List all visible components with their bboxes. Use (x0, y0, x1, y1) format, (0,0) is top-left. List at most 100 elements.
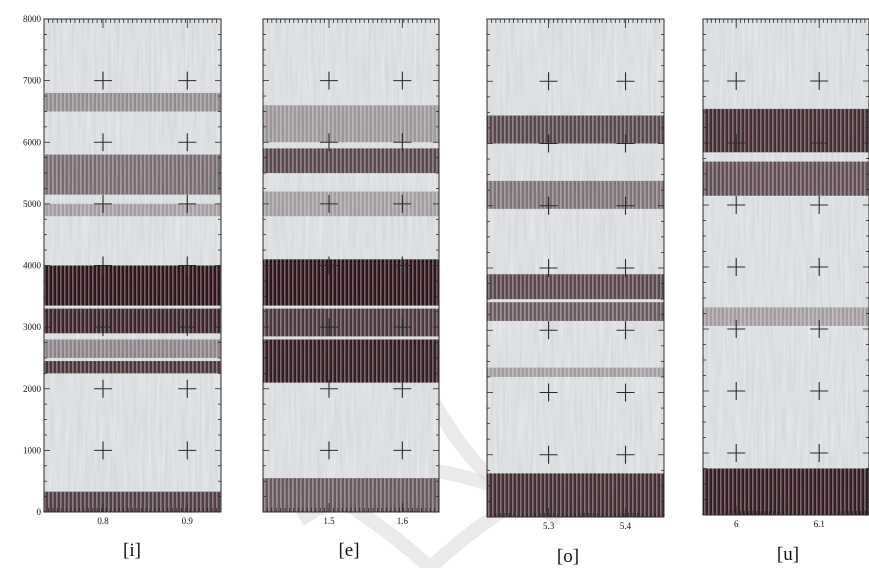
grid-cross (616, 321, 635, 340)
grid-cross (616, 72, 635, 91)
grid-cross (320, 133, 338, 152)
grid-cross (178, 379, 197, 398)
grid-cross (539, 445, 558, 464)
x-tick-label: 6.1 (814, 519, 825, 529)
grid-cross (320, 256, 338, 275)
grid-cross (810, 320, 829, 338)
grid-cross (94, 318, 112, 337)
x-tick-labels: 0.8 0.9 (97, 516, 193, 526)
x-tick-label: 1.6 (397, 516, 409, 526)
y-tick-labels: 0 1000 2000 3000 4000 5000 6000 7000 8000 (23, 14, 42, 517)
grid-cross (178, 71, 197, 90)
grid-cross (178, 194, 197, 213)
y-tick-label: 1000 (23, 445, 42, 455)
grid-cross (178, 441, 197, 460)
grid-cross (810, 196, 829, 214)
spectrogram-panel-2: 1.5 1.6 [e] (262, 18, 440, 561)
grid-cross (727, 444, 746, 462)
grid-cross (320, 194, 338, 213)
spectrogram-panel-1: 0 1000 2000 3000 4000 5000 6000 7000 8000 0.8 0.9 [… (23, 14, 222, 561)
grid-cross (94, 379, 112, 398)
x-tick-label: 0.9 (182, 516, 194, 526)
vowel-label: [o] (557, 546, 579, 567)
grid-cross (810, 444, 829, 462)
grid-cross (539, 321, 558, 340)
x-tick-label: 1.5 (323, 516, 335, 526)
grid-cross (727, 196, 746, 214)
x-tick-labels: 1.5 1.6 (323, 516, 408, 526)
noise-texture (263, 19, 439, 512)
spectrogram-panel-4: 6 6.1[u] (702, 18, 869, 565)
vowel-label: [u] (777, 544, 799, 565)
noise-texture (487, 19, 664, 517)
x-tick-labels: 5.3 5.4 (543, 521, 632, 531)
grid-cross (94, 71, 112, 90)
grid-cross (810, 134, 829, 152)
x-tick-label: 0.8 (97, 516, 109, 526)
grid-cross (727, 320, 746, 338)
grid-cross (178, 133, 197, 152)
grid-cross (727, 72, 746, 90)
grid-cross (393, 256, 412, 275)
grid-crosses (727, 72, 829, 462)
grid-cross (616, 259, 635, 277)
y-tick-label: 5000 (23, 199, 42, 209)
vowel-label: [e] (338, 540, 359, 561)
grid-cross (810, 258, 829, 276)
spectrogram-panel-3: 5.3 5.4 [o] (486, 18, 665, 567)
grid-cross (539, 383, 558, 402)
x-tick-label: 6 (734, 519, 739, 529)
grid-cross (320, 441, 338, 460)
grid-cross (727, 258, 746, 276)
grid-cross (539, 259, 558, 277)
grid-cross (616, 445, 635, 464)
grid-cross (393, 133, 412, 152)
grid-cross (94, 256, 112, 275)
grid-crosses (94, 71, 197, 460)
grid-cross (320, 71, 338, 90)
panel-ticks (486, 18, 665, 518)
y-tick-label: 2000 (23, 384, 42, 394)
grid-cross (320, 379, 338, 398)
grid-cross (810, 382, 829, 400)
grid-cross (320, 318, 338, 337)
formant-bands (44, 19, 221, 512)
grid-cross (393, 318, 412, 337)
grid-cross (94, 133, 112, 152)
grid-cross (393, 379, 412, 398)
grid-cross (539, 196, 558, 215)
grid-cross (178, 318, 197, 337)
y-tick-label: 8000 (23, 14, 42, 24)
grid-cross (94, 441, 112, 460)
grid-cross (178, 256, 197, 275)
grid-cross (393, 194, 412, 213)
grid-cross (727, 134, 746, 152)
panel-ticks (43, 18, 222, 513)
y-tick-label: 4000 (23, 261, 42, 271)
x-tick-label: 5.4 (620, 521, 632, 531)
grid-cross (727, 382, 746, 400)
panel-ticks (262, 18, 440, 513)
grid-cross (616, 196, 635, 215)
grid-cross (616, 134, 635, 153)
formant-bands (487, 19, 664, 517)
formant-bands (263, 19, 439, 512)
x-tick-labels: 6 6.1 (734, 519, 825, 529)
grid-cross (810, 72, 829, 90)
y-tick-label: 3000 (23, 322, 42, 332)
grid-cross (539, 134, 558, 153)
y-tick-label: 0 (37, 507, 42, 517)
spectrogram-panels: 0 1000 2000 3000 4000 5000 6000 7000 8000 0.8 0.9 [… (23, 14, 869, 567)
grid-cross (393, 71, 412, 90)
grid-crosses (539, 72, 635, 464)
grid-cross (539, 72, 558, 91)
x-tick-label: 5.3 (543, 521, 555, 531)
vowel-label: [i] (123, 540, 141, 561)
y-tick-label: 6000 (23, 137, 42, 147)
grid-crosses (320, 71, 412, 460)
grid-cross (393, 441, 412, 460)
grid-cross (94, 194, 112, 213)
y-tick-label: 7000 (23, 76, 42, 86)
grid-cross (616, 383, 635, 402)
